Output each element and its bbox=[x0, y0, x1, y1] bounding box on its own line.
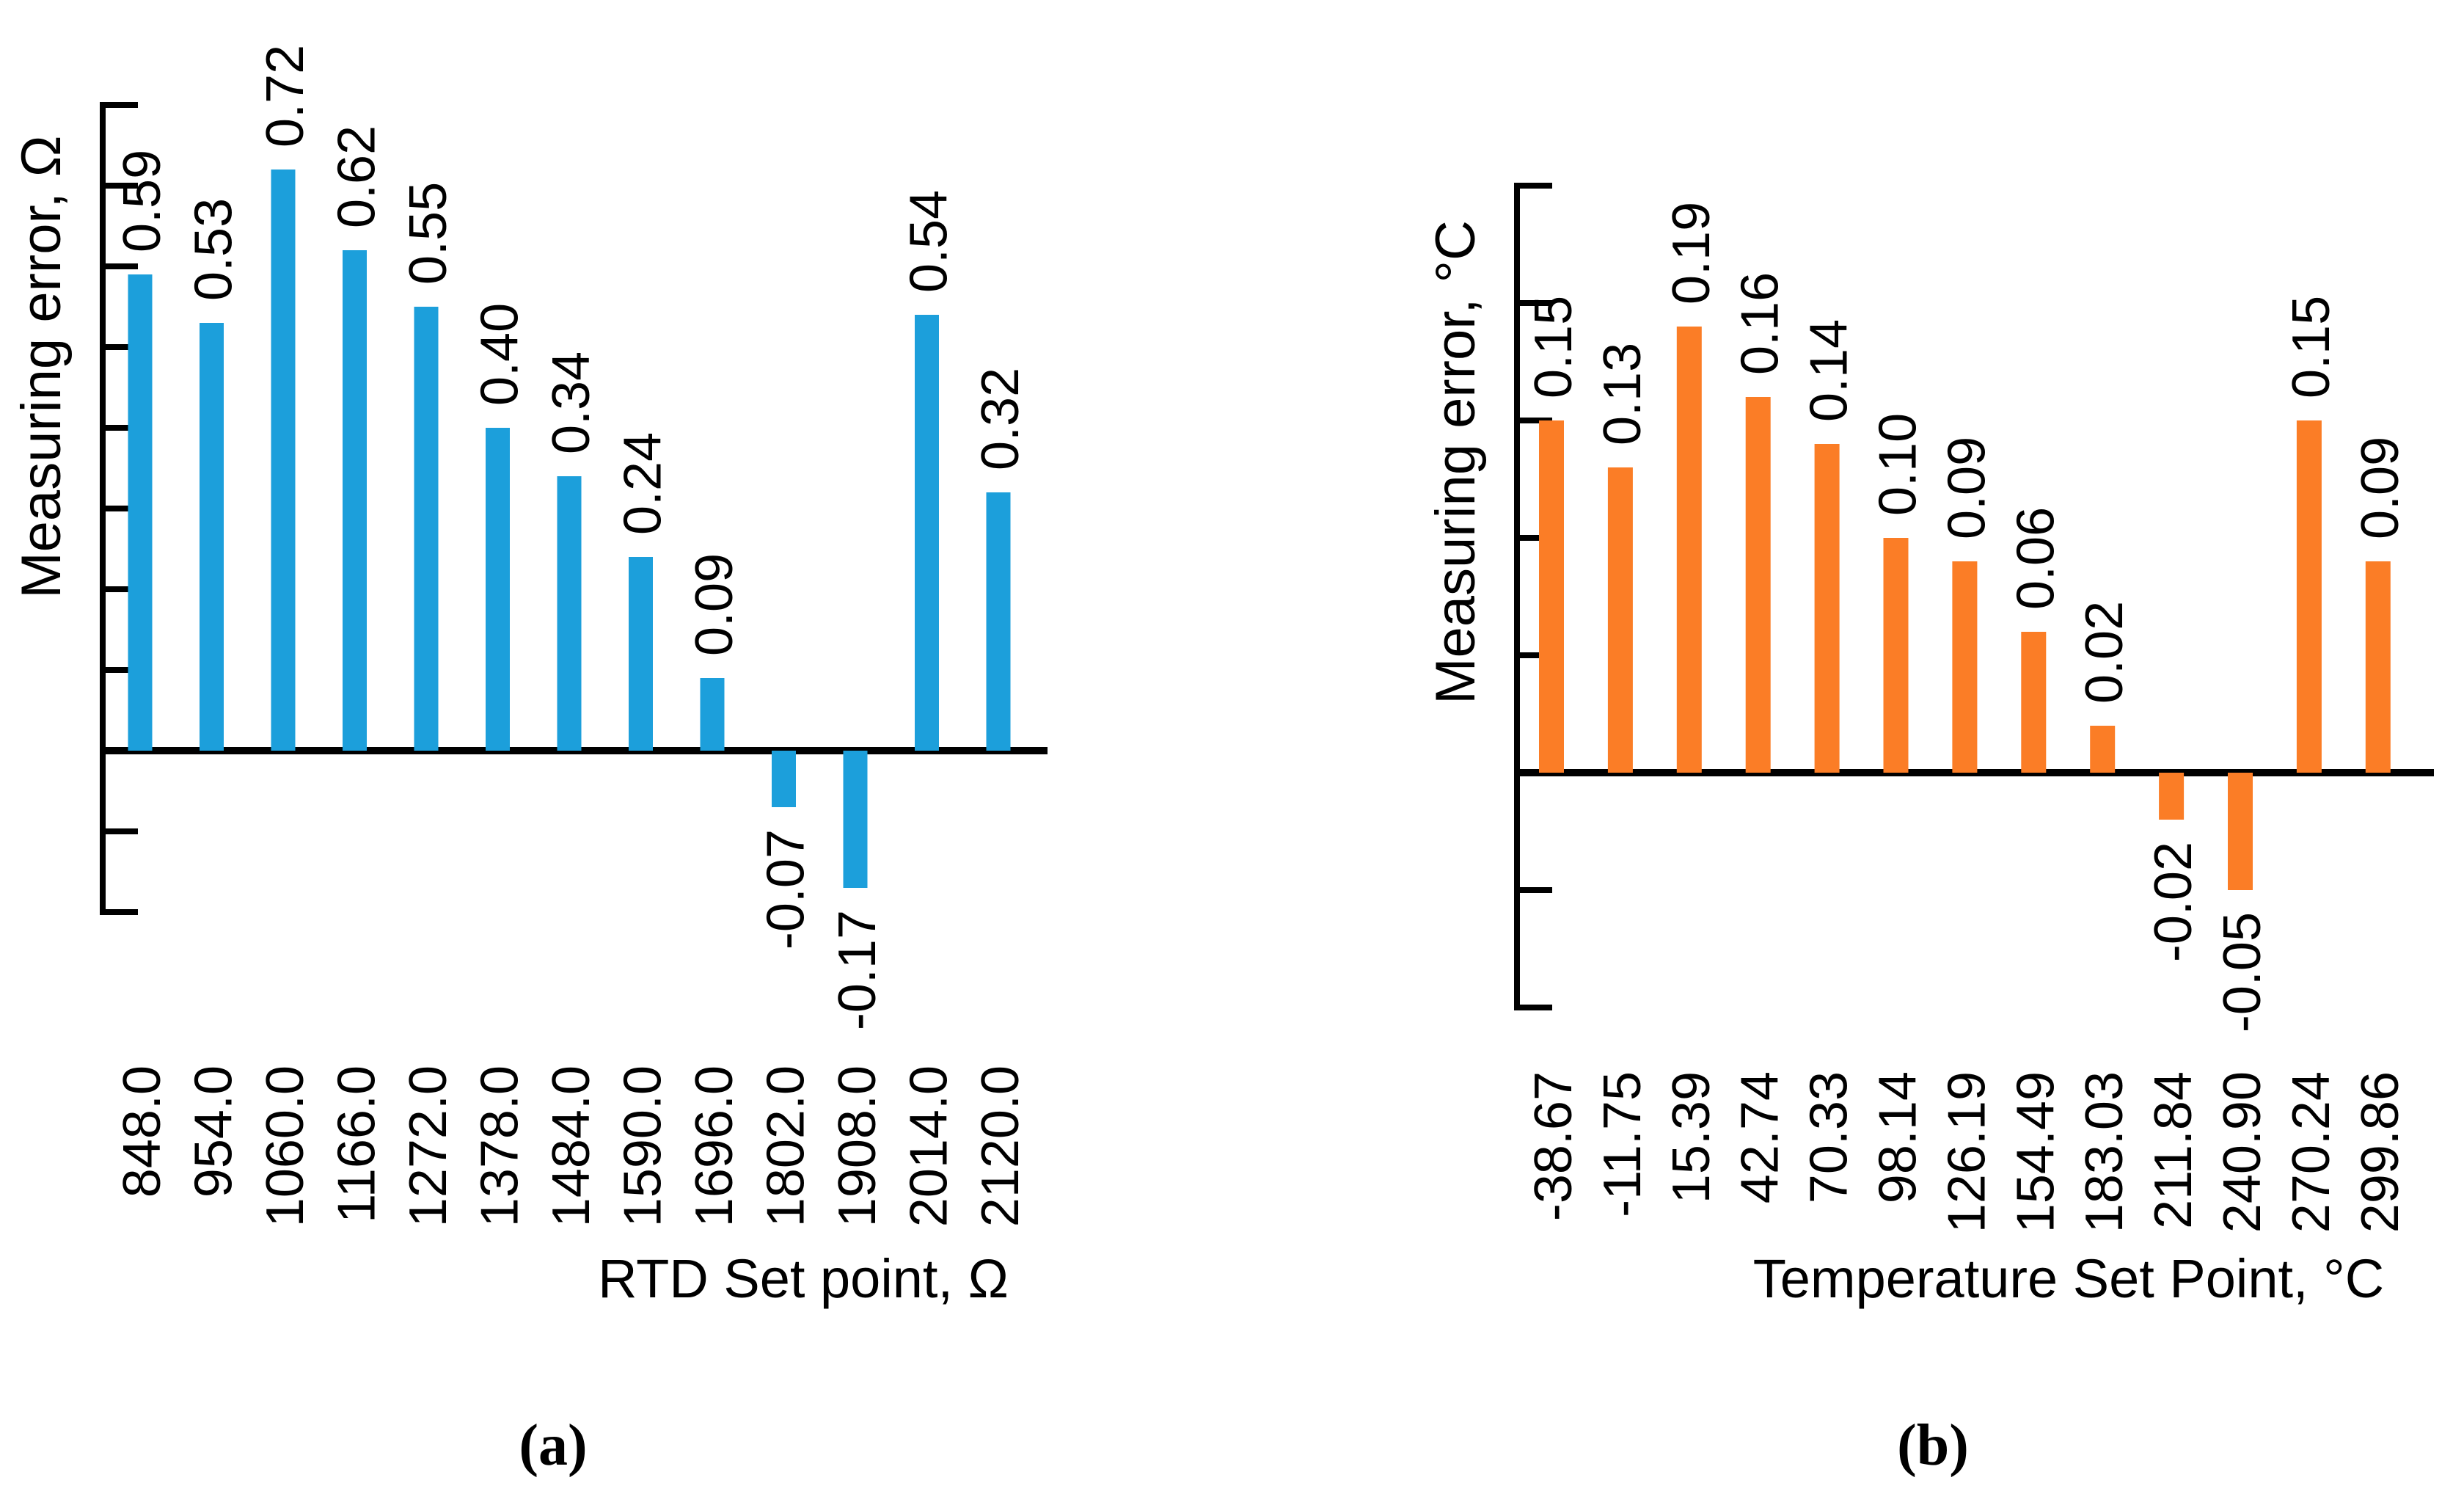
x-tick-label: 2014.0 bbox=[900, 1065, 959, 1227]
bar-240.90 bbox=[2228, 773, 2253, 890]
bar-954.0 bbox=[200, 323, 224, 751]
x-tick-label: 1378.0 bbox=[471, 1065, 530, 1227]
panel-a: 0.59 848.0 0.53 954.0 0.72 1060.0 0.62 1166.0 0.… bbox=[10, 45, 1048, 1478]
bar-value-label: 0.40 bbox=[471, 303, 530, 406]
x-tick-label: 2120.0 bbox=[971, 1065, 1030, 1227]
bar-value-label: 0.55 bbox=[399, 182, 458, 285]
bar-value-label: 0.62 bbox=[328, 125, 387, 228]
bar-value-label: 0.06 bbox=[2006, 507, 2065, 610]
y-axis-title: Measuring error, Ω bbox=[10, 135, 73, 598]
bar--11.75 bbox=[1607, 467, 1633, 773]
bar-value-label: 0.15 bbox=[1524, 296, 1583, 398]
bar-value-label: -0.05 bbox=[2213, 912, 2272, 1032]
x-tick-label: 70.33 bbox=[1800, 1071, 1859, 1203]
x-tick-label: 1060.0 bbox=[256, 1065, 315, 1227]
bar-154.49 bbox=[2021, 632, 2047, 773]
x-tick-label: 126.19 bbox=[1937, 1071, 1996, 1233]
bar-1908.0 bbox=[843, 751, 868, 888]
bar-value-label: 0.02 bbox=[2075, 601, 2134, 704]
bar-value-label: -0.07 bbox=[757, 829, 816, 950]
bar-value-label: 0.72 bbox=[256, 45, 315, 147]
bar-211.84 bbox=[2159, 773, 2185, 820]
x-tick-label: 15.39 bbox=[1662, 1071, 1721, 1203]
panel-b: 0.15 -38.67 0.13 -11.75 0.19 15.39 0.16 42.74 0.… bbox=[1425, 183, 2434, 1478]
x-tick-label: 1590.0 bbox=[614, 1065, 673, 1227]
x-tick-label: 270.24 bbox=[2282, 1071, 2341, 1233]
x-tick-label: 154.49 bbox=[2006, 1071, 2065, 1233]
bar-299.86 bbox=[2365, 561, 2391, 773]
x-axis-title: RTD Set point, Ω bbox=[598, 1248, 1009, 1309]
bar-value-label: 0.24 bbox=[614, 432, 673, 535]
x-tick-label: 1696.0 bbox=[685, 1065, 744, 1227]
bar-270.24 bbox=[2296, 420, 2322, 773]
y-axis-title: Measuring error, °C bbox=[1425, 220, 1487, 704]
bar-1802.0 bbox=[772, 751, 796, 807]
bar-value-label: -0.17 bbox=[828, 910, 887, 1030]
bar-value-label: 0.13 bbox=[1593, 343, 1652, 445]
bar-42.74 bbox=[1745, 397, 1771, 773]
x-tick-label: 98.14 bbox=[1869, 1071, 1928, 1203]
bar--38.67 bbox=[1539, 420, 1564, 773]
bar-1272.0 bbox=[414, 307, 439, 751]
x-tick-label: 1908.0 bbox=[828, 1065, 887, 1227]
panel-caption-b: (b) bbox=[1897, 1413, 1969, 1478]
bar-126.19 bbox=[1952, 561, 1978, 773]
x-tick-label: 183.03 bbox=[2075, 1071, 2134, 1233]
bar-183.03 bbox=[2090, 726, 2116, 773]
panel-caption-a: (a) bbox=[519, 1413, 587, 1478]
bar-1590.0 bbox=[629, 557, 653, 751]
x-tick-label: -11.75 bbox=[1593, 1071, 1652, 1217]
x-axis-title: Temperature Set Point, °C bbox=[1753, 1248, 2384, 1309]
x-tick-label: 240.90 bbox=[2213, 1071, 2272, 1233]
bar-70.33 bbox=[1814, 444, 1840, 773]
bar-848.0 bbox=[128, 274, 153, 751]
bar-value-label: 0.09 bbox=[685, 553, 744, 656]
x-tick-label: 1166.0 bbox=[328, 1065, 387, 1223]
bar-value-label: 0.10 bbox=[1869, 413, 1928, 516]
x-tick-label: 1802.0 bbox=[757, 1065, 816, 1227]
bar-value-label: 0.14 bbox=[1800, 319, 1859, 422]
x-tick-label: 1272.0 bbox=[399, 1065, 458, 1227]
bar-value-label: 0.59 bbox=[113, 150, 172, 252]
bar-98.14 bbox=[1883, 538, 1909, 773]
bar-1060.0 bbox=[271, 170, 296, 751]
x-tick-label: -38.67 bbox=[1524, 1071, 1583, 1221]
x-tick-label: 1484.0 bbox=[542, 1065, 601, 1227]
bar-value-label: 0.34 bbox=[542, 351, 601, 454]
x-tick-label: 211.84 bbox=[2144, 1071, 2203, 1229]
bar-value-label: 0.09 bbox=[1937, 437, 1996, 539]
bar-value-label: -0.02 bbox=[2144, 842, 2203, 962]
bar-2014.0 bbox=[915, 315, 939, 751]
bar-15.39 bbox=[1676, 327, 1702, 773]
bar-value-label: 0.09 bbox=[2351, 437, 2410, 539]
x-tick-label: 42.74 bbox=[1731, 1071, 1790, 1203]
bar-1696.0 bbox=[700, 678, 725, 751]
bar-2120.0 bbox=[986, 492, 1011, 751]
bar-value-label: 0.53 bbox=[185, 198, 244, 301]
bar-value-label: 0.54 bbox=[900, 190, 959, 293]
x-tick-label: 299.86 bbox=[2351, 1071, 2410, 1233]
x-tick-label: 848.0 bbox=[113, 1065, 172, 1198]
bar-1378.0 bbox=[486, 428, 510, 751]
bar-1484.0 bbox=[557, 476, 582, 751]
bar-value-label: 0.19 bbox=[1662, 202, 1721, 305]
bar-value-label: 0.32 bbox=[971, 368, 1030, 470]
x-tick-label: 954.0 bbox=[185, 1065, 244, 1198]
bar-value-label: 0.15 bbox=[2282, 296, 2341, 398]
bar-1166.0 bbox=[343, 250, 367, 751]
bar-value-label: 0.16 bbox=[1731, 272, 1790, 375]
